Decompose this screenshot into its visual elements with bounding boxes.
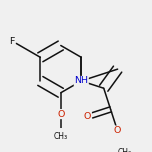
Text: O: O	[84, 112, 91, 121]
Text: O: O	[57, 110, 64, 119]
Text: O: O	[114, 126, 121, 135]
Text: CH₃: CH₃	[54, 132, 68, 141]
Text: F: F	[10, 37, 15, 46]
Text: NH: NH	[74, 76, 88, 85]
Text: CH₃: CH₃	[118, 148, 132, 152]
